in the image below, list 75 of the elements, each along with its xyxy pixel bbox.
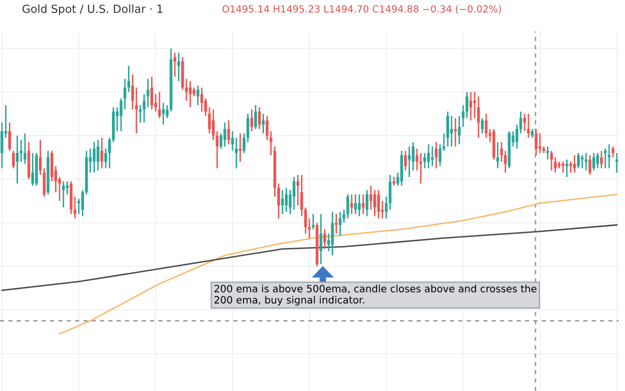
chart-subtitle: O1495.14 H1495.23 L1494.70 C1494.88 −0.34 (−0.02%) [222,5,501,14]
candlestick [234,137,238,169]
candlestick [408,146,411,178]
candlestick [427,144,430,169]
candlestick [216,130,219,169]
candlestick [366,189,368,217]
candlestick [450,115,453,148]
candlestick [188,80,192,108]
candlestick [250,108,254,132]
candlestick [38,139,42,176]
candlestick [177,52,180,82]
text: 200 ema is above 500ema, candle closes above and crosses the 200 ema, buy signal indicator. [214,284,536,306]
candlestick [281,189,284,215]
candlestick [596,152,599,169]
candlestick [92,141,96,174]
candlestick [292,176,296,210]
candlestick [42,168,46,198]
candlestick [284,187,288,213]
candlestick [612,146,614,158]
candlestick [565,158,568,178]
candlestick [419,152,422,184]
candlestick [573,154,576,174]
candlestick [504,150,507,174]
candlestick [227,120,230,145]
candlestick [96,139,100,172]
candlestick [527,113,530,138]
candlestick [162,102,165,126]
candlestick [473,91,476,119]
candlestick [254,104,257,130]
candlestick [584,152,588,172]
candlestick [31,152,34,186]
candlestick [592,152,596,172]
candlestick [477,96,480,138]
candlestick [600,150,603,169]
candlestick [358,194,361,217]
candlestick [173,52,176,78]
candlestick [434,141,438,169]
candlestick [350,194,354,215]
candlestick [608,144,611,169]
candlestick [346,194,350,220]
candlestick [24,132,26,165]
candlestick [588,154,592,176]
candlestick [12,150,15,169]
candlestick [196,84,200,106]
candlestick [323,228,326,250]
candlestick [377,189,380,220]
candlestick [158,91,161,119]
candlestick [142,93,146,124]
candlestick [150,76,154,110]
candlestick [200,86,204,112]
candlestick [404,150,407,172]
candlestick [446,110,450,148]
candlestick [484,113,488,138]
candlestick [62,180,65,208]
candlestick [354,194,357,215]
candlestick [66,180,69,196]
candlestick [373,189,376,217]
candlestick [454,117,457,148]
candlestick [338,211,342,237]
candlestick [577,152,580,169]
candlestick [320,213,322,265]
candlestick [369,185,372,210]
candlestick [554,156,557,174]
candlestick [534,128,538,156]
candlestick [223,122,226,148]
candlestick [238,132,242,162]
candlestick [538,132,542,154]
candlestick [550,150,553,172]
candlestick [8,122,11,152]
candlestick [469,91,472,122]
candlestick [562,161,564,174]
chart-title: Gold Spot / U.S. Dollar · 1 [22,4,162,16]
candlestick [331,211,334,256]
candlestick [258,106,261,130]
candlestick [362,194,365,215]
